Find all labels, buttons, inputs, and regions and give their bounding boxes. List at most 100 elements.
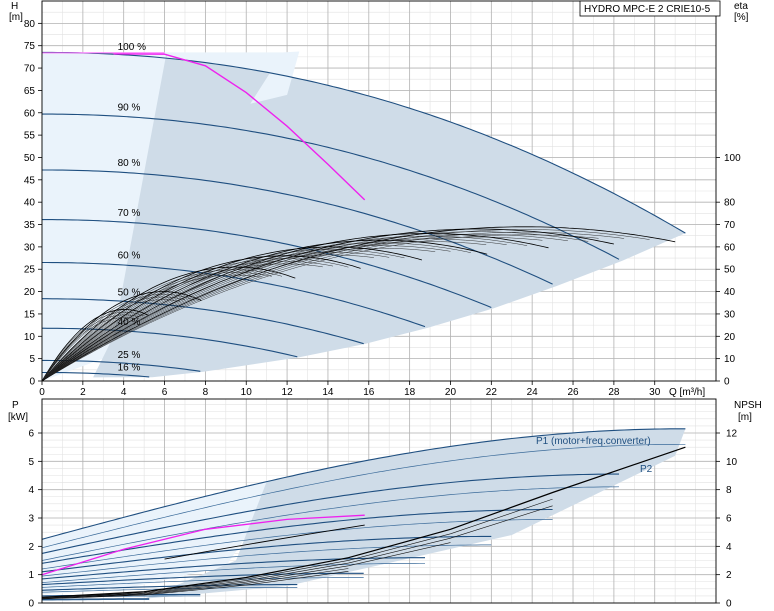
duty-curve <box>113 53 366 201</box>
y-right-tick-label: 4 <box>726 542 732 553</box>
y-left-tick-label: 25 <box>24 265 36 276</box>
x-tick-label: 22 <box>486 387 498 398</box>
y-left-label-bottom: P <box>12 400 19 411</box>
efficiency-aux-curve <box>41 242 471 382</box>
y-right-label-top: eta <box>734 1 748 12</box>
efficiency-aux-curve <box>41 234 568 382</box>
p2-curve-1 <box>41 486 620 561</box>
efficiency-aux-curve <box>41 249 405 382</box>
efficiency-aux-curve <box>41 314 140 382</box>
speed-curve-0 <box>42 51 686 234</box>
y-right-tick-label: 0 <box>726 599 732 610</box>
speed-label: 16 % <box>118 362 141 373</box>
y-left-tick-label: 10 <box>24 332 36 343</box>
chart-title: HYDRO MPC-E 2 CRIE10-5 <box>584 4 711 15</box>
head-plot-frame <box>41 0 717 382</box>
y-left-tick-label: 55 <box>24 131 36 142</box>
y-left-tick-label: 1 <box>28 570 34 581</box>
light-band <box>250 51 300 104</box>
p1-curve-2 <box>41 508 553 564</box>
speed-curve-5 <box>42 298 364 345</box>
y-right-tick-label: 100 <box>724 153 741 164</box>
y-left-tick-label: 20 <box>24 287 36 298</box>
p2-curve-8 <box>41 599 150 601</box>
x-tick-label: 10 <box>241 387 253 398</box>
y-left-tick-label: 30 <box>24 242 36 253</box>
y-left-unit-top: [m] <box>9 12 23 23</box>
x-axis-label: Q [m³/h] <box>669 387 705 398</box>
y-left-tick-label: 6 <box>28 429 34 440</box>
y-left-tick-label: 2 <box>28 542 34 553</box>
duty-power-curve <box>41 514 365 576</box>
y-left-tick-label: 50 <box>24 153 36 164</box>
x-tick-label: 12 <box>282 387 294 398</box>
head-panel-axes: 0 2 4 6 8 10 12 14 16 18 20 22 24 26 28 300510152025303… <box>24 0 741 398</box>
p2-curve-3 <box>41 544 492 577</box>
y-right-unit-bottom: [m] <box>738 412 752 423</box>
speed-curve-8 <box>42 371 150 378</box>
y-left-tick-label: 35 <box>24 220 36 231</box>
y-right-tick-label: 6 <box>726 514 732 525</box>
npsh-aux-curve <box>41 498 553 598</box>
speed-curve-4 <box>42 261 426 328</box>
efficiency-aux-curve <box>41 294 196 382</box>
power-region <box>42 428 686 599</box>
p2-curve-0 <box>41 443 686 549</box>
x-tick-label: 8 <box>203 387 209 398</box>
y-right-tick-label: 80 <box>724 198 736 209</box>
speed-label: 90 % <box>118 103 141 114</box>
efficiency-aux-curve <box>41 254 374 382</box>
operating-region <box>42 51 686 382</box>
speed-label: 50 % <box>118 287 141 298</box>
efficiency-aux-curve <box>41 272 272 382</box>
efficiency-aux-curve <box>41 263 323 382</box>
y-left-unit-bottom: [kW] <box>8 412 28 423</box>
x-tick-label: 14 <box>322 387 334 398</box>
efficiency-aux-curve <box>41 247 436 382</box>
p1-curve-3 <box>41 535 492 573</box>
y-left-label-top: H <box>11 1 18 12</box>
operating-region-shade <box>93 52 686 378</box>
efficiency-aux-curve <box>41 236 543 382</box>
x-tick-label: 4 <box>121 387 127 398</box>
y-left-tick-label: 5 <box>28 457 34 468</box>
x-tick-label: 2 <box>80 387 86 398</box>
y-left-tick-label: 5 <box>29 354 35 365</box>
efficiency-aux-curve <box>41 252 390 382</box>
x-tick-label: 24 <box>527 387 539 398</box>
efficiency-aux-curve <box>41 274 262 382</box>
speed-label: 70 % <box>118 208 141 219</box>
y-left-tick-label: 15 <box>24 309 36 320</box>
efficiency-aux-curve <box>41 260 334 382</box>
y-right-tick-label: 2 <box>726 570 732 581</box>
p1-curve-5 <box>41 572 364 586</box>
speed-label: 100 % <box>118 42 146 53</box>
p2-curve-4 <box>41 562 425 583</box>
y-right-tick-label: 20 <box>724 332 736 343</box>
x-tick-label: 28 <box>608 387 620 398</box>
y-right-tick-label: 60 <box>724 242 736 253</box>
npsh-aux-curve <box>41 505 553 599</box>
speed-curves: 100 %90 %80 %70 %60 %50 %40 %25 %16 % <box>41 42 686 378</box>
y-right-tick-label: 8 <box>726 485 732 496</box>
p2-curve-2 <box>41 519 553 570</box>
y-left-tick-label: 0 <box>28 599 34 610</box>
y-right-unit-top: [%] <box>734 12 749 23</box>
y-right-tick-label: 50 <box>724 265 736 276</box>
efficiency-curve-7 <box>41 291 202 382</box>
power-plot-frame <box>41 398 717 604</box>
y-right-tick-label: 10 <box>724 354 736 365</box>
y-right-tick-label: 70 <box>724 220 736 231</box>
p1-curve-4 <box>41 557 425 580</box>
y-right-label-bottom: NPSH <box>734 400 762 411</box>
x-tick-label: 6 <box>162 387 168 398</box>
x-tick-label: 26 <box>567 387 579 398</box>
speed-label: 80 % <box>118 158 141 169</box>
title-box <box>579 0 721 17</box>
efficiency-curves <box>41 226 676 382</box>
y-left-tick-label: 70 <box>24 64 36 75</box>
y-left-tick-label: 40 <box>24 198 36 209</box>
speed-curve-1 <box>42 113 620 260</box>
